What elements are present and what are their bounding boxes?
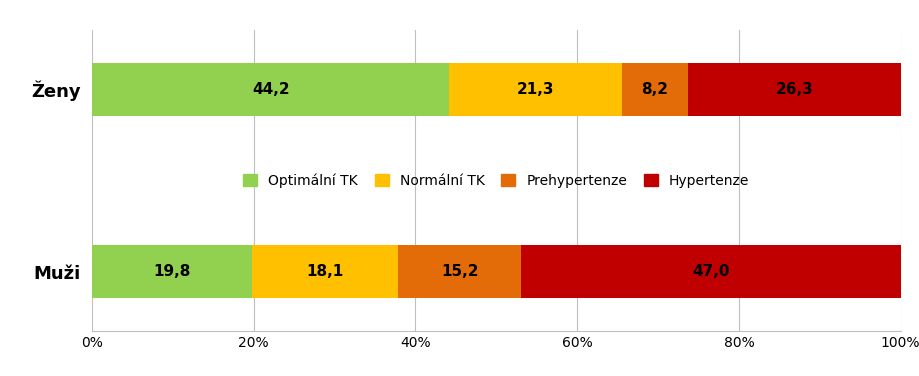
Bar — [252, 246, 399, 299]
Bar — [92, 246, 252, 299]
Legend: Optimální TK, Normální TK, Prehypertenze, Hypertenze: Optimální TK, Normální TK, Prehypertenze… — [244, 173, 749, 188]
Bar — [688, 62, 901, 115]
Text: 15,2: 15,2 — [441, 264, 479, 279]
Text: 26,3: 26,3 — [776, 82, 813, 97]
Text: 18,1: 18,1 — [307, 264, 344, 279]
Bar — [449, 62, 621, 115]
Text: 8,2: 8,2 — [641, 82, 668, 97]
Text: 21,3: 21,3 — [516, 82, 554, 97]
Bar — [399, 246, 521, 299]
Bar — [92, 62, 449, 115]
Text: 44,2: 44,2 — [252, 82, 289, 97]
Text: 19,8: 19,8 — [153, 264, 190, 279]
Text: 47,0: 47,0 — [693, 264, 730, 279]
Bar — [621, 62, 688, 115]
Bar — [521, 246, 902, 299]
